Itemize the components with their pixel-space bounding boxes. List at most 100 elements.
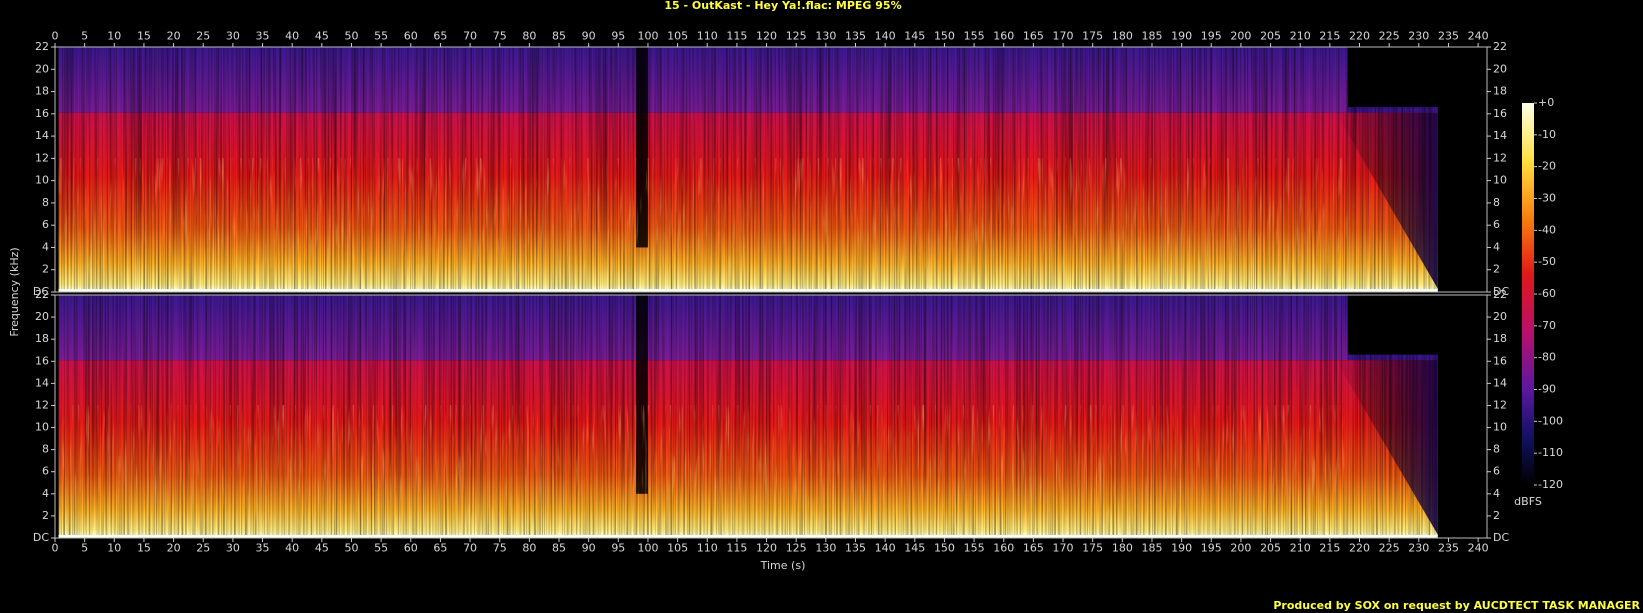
x-tick-label: 20 xyxy=(167,30,181,43)
colorbar xyxy=(1522,103,1534,485)
x-tick-label: 185 xyxy=(1141,541,1162,554)
colorbar-tick-label: -120 xyxy=(1538,478,1563,491)
y-tick-label: 14 xyxy=(1493,129,1507,142)
y-tick-label: 20 xyxy=(35,62,49,75)
x-tick-label: 200 xyxy=(1230,30,1251,43)
x-tick-label: 20 xyxy=(167,541,181,554)
x-tick-label: 225 xyxy=(1379,541,1400,554)
spark-texture xyxy=(58,405,1348,536)
x-tick-label: 40 xyxy=(285,541,299,554)
y-tick-label: 6 xyxy=(1493,218,1500,231)
x-tick-label: 175 xyxy=(1082,541,1103,554)
x-tick-label: 80 xyxy=(522,541,536,554)
y-tick-label: 8 xyxy=(1493,443,1500,456)
x-tick-label: 15 xyxy=(137,30,151,43)
x-tick-label: 160 xyxy=(993,541,1014,554)
y-tick-label: 18 xyxy=(35,332,49,345)
x-tick-label: 210 xyxy=(1290,30,1311,43)
x-tick-label: 25 xyxy=(196,541,210,554)
y-tick-label: 22 xyxy=(35,288,49,301)
x-tick-label: 200 xyxy=(1230,541,1251,554)
colorbar-tick-label: -30 xyxy=(1538,192,1556,205)
y-tick-label: 20 xyxy=(1493,62,1507,75)
x-tick-label: 220 xyxy=(1349,30,1370,43)
x-tick-label: 105 xyxy=(667,541,688,554)
x-tick-label: 160 xyxy=(993,30,1014,43)
colorbar-tick-label: -70 xyxy=(1538,319,1556,332)
x-tick-label: 85 xyxy=(552,30,566,43)
y-tick-label: 18 xyxy=(35,85,49,98)
dc-line xyxy=(58,535,1438,538)
x-tick-label: 85 xyxy=(552,541,566,554)
x-tick-label: 225 xyxy=(1379,30,1400,43)
x-tick-label: 180 xyxy=(1112,541,1133,554)
x-tick-label: 60 xyxy=(404,30,418,43)
y-tick-label: 12 xyxy=(35,151,49,164)
y-tick-label: 14 xyxy=(35,376,49,389)
y-tick-label: 12 xyxy=(1493,151,1507,164)
x-tick-label: 55 xyxy=(374,30,388,43)
x-tick-label: 125 xyxy=(786,30,807,43)
y-tick-label: 6 xyxy=(42,465,49,478)
colorbar-label: dBFS xyxy=(1514,495,1542,508)
colorbar-tick-label: -110 xyxy=(1538,446,1563,459)
y-tick-label: 14 xyxy=(35,129,49,142)
y-tick-label: 10 xyxy=(35,421,49,434)
colorbar-tick-label: -10 xyxy=(1538,128,1556,141)
y-tick-label: 2 xyxy=(1493,263,1500,276)
x-tick-label: 50 xyxy=(344,30,358,43)
x-tick-label: 0 xyxy=(52,541,59,554)
colorbar-tick-label: +0 xyxy=(1538,96,1554,109)
x-tick-label: 100 xyxy=(637,541,658,554)
y-tick-label: 16 xyxy=(35,354,49,367)
x-tick-label: 30 xyxy=(226,541,240,554)
x-tick-label: 210 xyxy=(1290,541,1311,554)
y-tick-label: 4 xyxy=(42,487,49,500)
x-tick-label: 45 xyxy=(315,30,329,43)
x-tick-label: 205 xyxy=(1260,30,1281,43)
x-tick-label: 170 xyxy=(1053,30,1074,43)
x-tick-label: 45 xyxy=(315,541,329,554)
y-tick-label: 6 xyxy=(1493,465,1500,478)
y-tick-label: 10 xyxy=(1493,174,1507,187)
colorbar-tick-label: -80 xyxy=(1538,351,1556,364)
x-tick-label: 35 xyxy=(256,30,270,43)
x-tick-label: 135 xyxy=(845,30,866,43)
x-tick-label: 130 xyxy=(815,30,836,43)
x-tick-label: 75 xyxy=(493,30,507,43)
y-tick-label: 18 xyxy=(1493,332,1507,345)
x-tick-label: 100 xyxy=(637,30,658,43)
x-tick-label: 10 xyxy=(107,541,121,554)
y-tick-label: 8 xyxy=(42,443,49,456)
x-tick-label: 145 xyxy=(904,30,925,43)
x-tick-label: 115 xyxy=(726,541,747,554)
x-tick-label: 230 xyxy=(1408,541,1429,554)
channel-panel: 0 5 10 15 20 25 30 35 40 45 50 55 60 65 70 75 80 85 90 95 10… xyxy=(33,30,1510,298)
y-tick-label: 12 xyxy=(35,398,49,411)
x-tick-label: 95 xyxy=(611,541,625,554)
y-tick-label: 22 xyxy=(1493,288,1507,301)
title: 15 - OutKast - Hey Ya!.flac: MPEG 95% xyxy=(664,0,901,12)
colorbar-tick-label: -60 xyxy=(1538,287,1556,300)
x-tick-label: 150 xyxy=(934,30,955,43)
x-tick-label: 195 xyxy=(1201,30,1222,43)
colorbar-tick-label: -40 xyxy=(1538,223,1556,236)
x-tick-label: 235 xyxy=(1438,541,1459,554)
y-tick-label: 2 xyxy=(42,263,49,276)
footer: Produced by SOX on request by AUCDTECT T… xyxy=(1273,599,1640,612)
x-tick-label: 115 xyxy=(726,30,747,43)
x-tick-label: 165 xyxy=(1023,541,1044,554)
x-tick-label: 95 xyxy=(611,30,625,43)
x-tick-label: 205 xyxy=(1260,541,1281,554)
y-tick-label: 10 xyxy=(1493,421,1507,434)
x-tick-label: 60 xyxy=(404,541,418,554)
x-tick-label: 140 xyxy=(875,541,896,554)
x-tick-label: 65 xyxy=(433,541,447,554)
x-tick-label: 90 xyxy=(582,541,596,554)
channel-panel: 0 5 10 15 20 25 30 35 40 45 50 55 60 65 70 75 80 85 90 95 10… xyxy=(33,288,1510,554)
spark-texture xyxy=(58,158,1348,290)
y-tick-label: 12 xyxy=(1493,398,1507,411)
y-axis-label: Frequency (kHz) xyxy=(8,247,21,336)
y-tick-label: 14 xyxy=(1493,376,1507,389)
